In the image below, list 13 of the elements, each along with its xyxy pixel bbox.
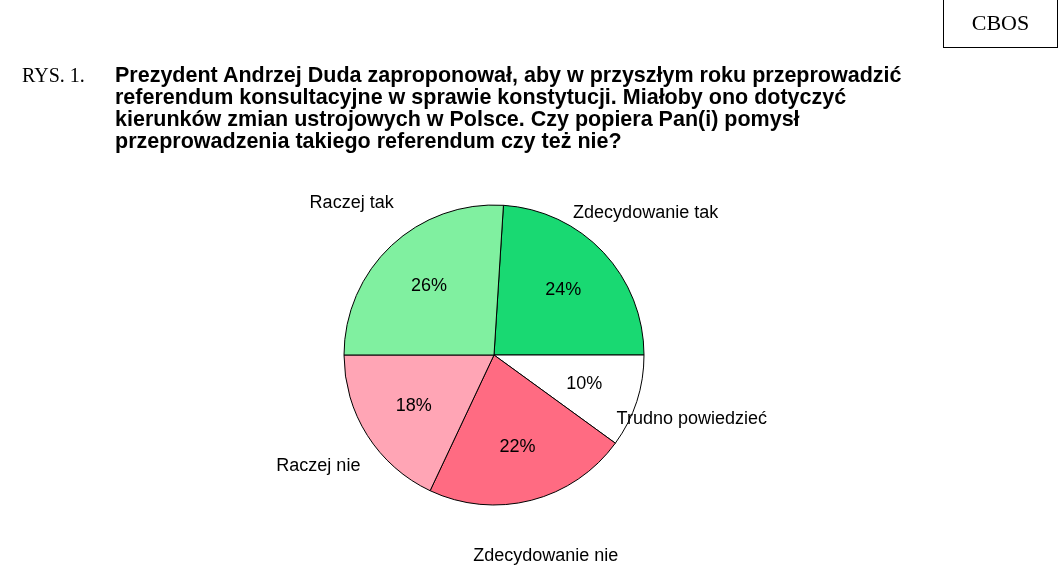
slice-label: Raczej nie	[276, 455, 361, 476]
slice-label: Zdecydowanie tak	[573, 201, 720, 222]
slice-label: Zdecydowanie nie	[473, 545, 619, 566]
data-label: 24%	[545, 278, 582, 299]
slice-label: Trudno powiedzieć	[616, 408, 768, 429]
data-label: 22%	[499, 436, 536, 457]
data-label: 26%	[410, 274, 447, 295]
data-label: 10%	[566, 373, 603, 394]
text: RYS. 1.	[22, 64, 85, 87]
slice-label: Raczej tak	[309, 192, 395, 213]
data-label: 18%	[395, 394, 432, 415]
chart-title: Prezydent Andrzej Duda zaproponował, aby w przyszłym roku przeprowadzić referendum konsultacyjne w sprawie konstytucji. Miałoby ono dotyczyć kierunków zmian ustrojowych w Polsce. Czy popiera Pan(i) pomysł przeprowadzenia takiego referendum czy też nie?	[115, 63, 903, 153]
text: CBOS	[943, 0, 1058, 48]
